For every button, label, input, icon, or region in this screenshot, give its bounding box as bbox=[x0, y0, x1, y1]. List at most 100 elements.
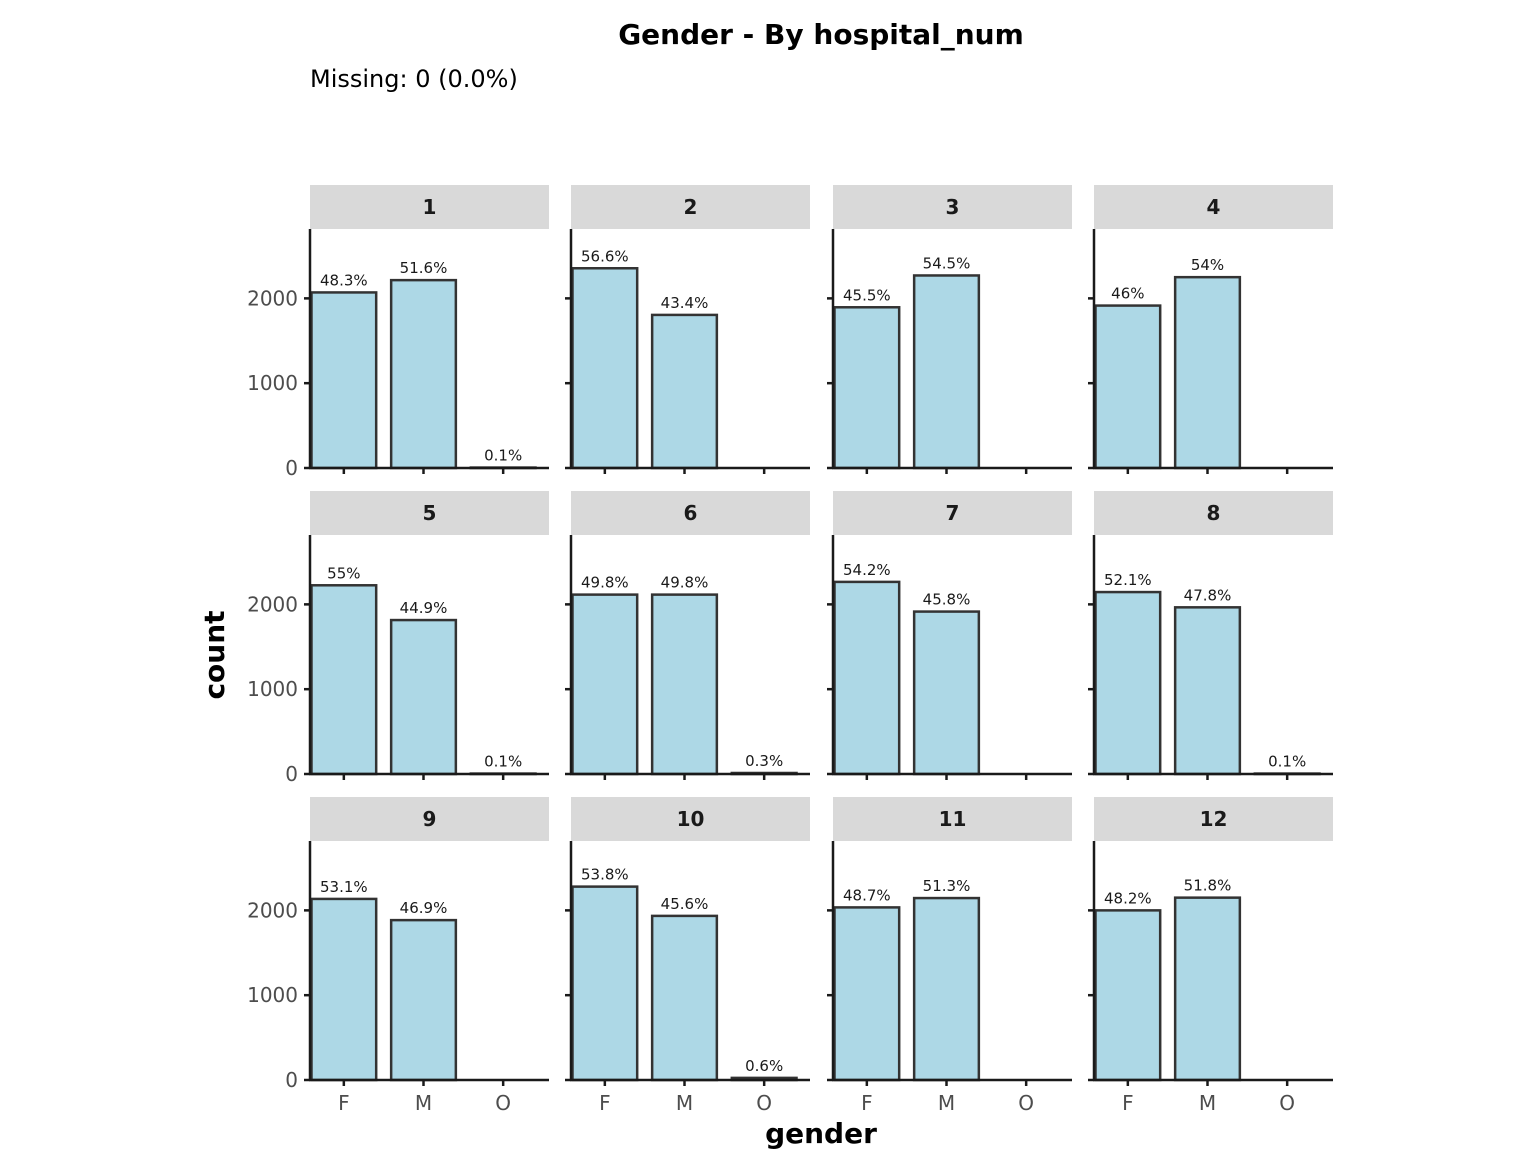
bar-M bbox=[914, 898, 979, 1080]
y-axis-title: count bbox=[198, 610, 231, 699]
bar-value-label: 46.9% bbox=[400, 899, 448, 917]
bar-value-label: 54.5% bbox=[923, 254, 971, 272]
bar-M bbox=[1175, 898, 1240, 1080]
bar-M bbox=[914, 275, 979, 468]
bar-M bbox=[1175, 607, 1240, 774]
bar-value-label: 53.8% bbox=[581, 866, 629, 884]
bar-value-label: 47.8% bbox=[1184, 586, 1232, 604]
facet-panel-5: 5 55% 44.9% 0.1% 0 1000 2000 bbox=[247, 491, 549, 786]
bar-value-label: 48.2% bbox=[1104, 889, 1152, 907]
bar-value-label: 54.2% bbox=[843, 561, 891, 579]
bar-M bbox=[652, 916, 717, 1080]
bar-value-label: 0.1% bbox=[484, 753, 522, 771]
bar-value-label: 0.6% bbox=[745, 1057, 783, 1075]
y-tick-label: 2000 bbox=[247, 592, 298, 616]
bar-value-label: 45.5% bbox=[843, 286, 891, 304]
bar-value-label: 51.6% bbox=[400, 259, 448, 277]
bar-value-label: 43.4% bbox=[661, 294, 709, 312]
bar-F bbox=[572, 268, 637, 468]
x-tick-label: M bbox=[1199, 1091, 1216, 1115]
y-tick-label: 1000 bbox=[247, 983, 298, 1007]
facet-strip-label: 10 bbox=[677, 807, 705, 831]
facet-strip-label: 4 bbox=[1207, 195, 1221, 219]
bar-M bbox=[652, 315, 717, 468]
bar-value-label: 46% bbox=[1111, 285, 1144, 303]
bar-M bbox=[914, 612, 979, 774]
y-tick-label: 2000 bbox=[247, 286, 298, 310]
x-tick-label: F bbox=[1122, 1091, 1134, 1115]
y-tick-label: 0 bbox=[285, 456, 298, 480]
facet-panel-10: 10 53.8% 45.6% 0.6% F M O bbox=[565, 797, 810, 1115]
y-tick-label: 0 bbox=[285, 762, 298, 786]
facet-panel-2: 2 56.6% 43.4% bbox=[565, 185, 810, 474]
facet-strip-label: 2 bbox=[684, 195, 698, 219]
x-tick-label: M bbox=[938, 1091, 955, 1115]
x-axis-title: gender bbox=[765, 1117, 877, 1150]
bar-F bbox=[1095, 306, 1160, 468]
facet-strip-label: 9 bbox=[423, 807, 437, 831]
bar-value-label: 0.1% bbox=[484, 447, 522, 465]
facet-strip-label: 11 bbox=[939, 807, 967, 831]
bar-value-label: 45.8% bbox=[923, 591, 971, 609]
facet-panel-6: 6 49.8% 49.8% 0.3% bbox=[565, 491, 810, 780]
facet-strip-label: 12 bbox=[1200, 807, 1228, 831]
bar-value-label: 49.8% bbox=[581, 574, 629, 592]
x-tick-label: O bbox=[1279, 1091, 1295, 1115]
bar-value-label: 53.1% bbox=[320, 878, 368, 896]
bar-F bbox=[311, 292, 376, 468]
bar-value-label: 51.8% bbox=[1184, 877, 1232, 895]
bar-M bbox=[391, 280, 456, 468]
x-tick-label: M bbox=[415, 1091, 432, 1115]
bar-F bbox=[834, 907, 899, 1080]
bar-F bbox=[834, 582, 899, 774]
bar-value-label: 49.8% bbox=[661, 574, 709, 592]
x-tick-label: O bbox=[756, 1091, 772, 1115]
facet-strip-label: 1 bbox=[423, 195, 437, 219]
bar-F bbox=[1095, 910, 1160, 1080]
y-tick-label: 0 bbox=[285, 1068, 298, 1092]
bar-F bbox=[311, 585, 376, 774]
facet-panel-4: 4 46% 54% bbox=[1088, 185, 1333, 474]
facet-strip-label: 3 bbox=[946, 195, 960, 219]
bar-M bbox=[391, 620, 456, 774]
facet-panel-8: 8 52.1% 47.8% 0.1% bbox=[1088, 491, 1333, 780]
facet-strip-label: 7 bbox=[946, 501, 960, 525]
bar-value-label: 0.3% bbox=[745, 752, 783, 770]
bar-value-label: 55% bbox=[327, 564, 360, 582]
facet-panel-3: 3 45.5% 54.5% bbox=[827, 185, 1072, 474]
bar-value-label: 48.3% bbox=[320, 271, 368, 289]
bar-M bbox=[391, 920, 456, 1080]
facet-strip-label: 8 bbox=[1207, 501, 1221, 525]
bar-value-label: 0.1% bbox=[1268, 753, 1306, 771]
bar-value-label: 52.1% bbox=[1104, 571, 1152, 589]
y-tick-label: 1000 bbox=[247, 371, 298, 395]
y-tick-label: 1000 bbox=[247, 677, 298, 701]
x-tick-label: F bbox=[599, 1091, 611, 1115]
y-tick-label: 2000 bbox=[247, 898, 298, 922]
bar-M bbox=[1175, 277, 1240, 468]
x-tick-label: F bbox=[861, 1091, 873, 1115]
chart-subtitle: Missing: 0 (0.0%) bbox=[310, 65, 518, 93]
bar-F bbox=[572, 887, 637, 1080]
bar-F bbox=[834, 307, 899, 468]
bar-value-label: 45.6% bbox=[661, 895, 709, 913]
bar-value-label: 54% bbox=[1191, 256, 1224, 274]
x-tick-label: O bbox=[495, 1091, 511, 1115]
bar-value-label: 56.6% bbox=[581, 247, 629, 265]
x-tick-label: M bbox=[676, 1091, 693, 1115]
facet-panel-12: 12 48.2% 51.8% F M O bbox=[1088, 797, 1333, 1115]
bar-M bbox=[652, 595, 717, 774]
chart-title: Gender - By hospital_num bbox=[618, 18, 1024, 51]
bar-F bbox=[572, 595, 637, 774]
facet-panel-1: 1 48.3% 51.6% 0.1% 0 1000 2000 bbox=[247, 185, 549, 480]
bar-value-label: 44.9% bbox=[400, 599, 448, 617]
facet-panel-7: 7 54.2% 45.8% bbox=[827, 491, 1072, 780]
bar-F bbox=[311, 899, 376, 1080]
facet-panel-9: 9 53.1% 46.9% 0 1000 2000 F M O bbox=[247, 797, 549, 1115]
x-tick-label: F bbox=[338, 1091, 350, 1115]
facet-strip-label: 6 bbox=[684, 501, 698, 525]
facet-strip-label: 5 bbox=[423, 501, 437, 525]
